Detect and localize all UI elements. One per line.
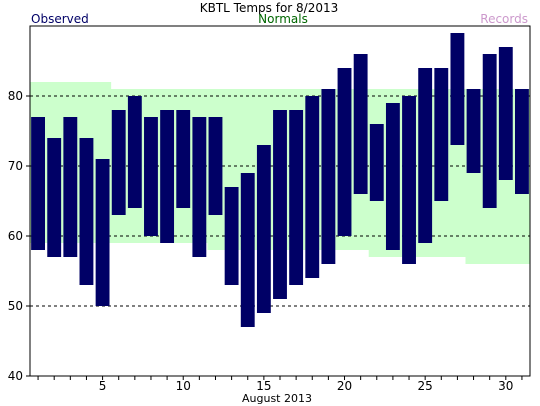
- observed-bar-day-31: [515, 89, 529, 194]
- y-tick-label-50: 50: [8, 299, 23, 313]
- x-tick-label-10: 10: [176, 379, 191, 393]
- x-tick-label-30: 30: [498, 379, 513, 393]
- observed-bar-day-1: [31, 117, 45, 250]
- observed-bar-day-12: [208, 117, 223, 215]
- y-tick-label-70: 70: [8, 159, 23, 173]
- observed-bar-day-21: [353, 54, 368, 194]
- observed-bars: [31, 33, 529, 327]
- observed-bar-day-16: [273, 110, 287, 299]
- observed-bar-day-23: [385, 103, 400, 250]
- x-tick-label-15: 15: [256, 379, 271, 393]
- observed-bar-day-2: [47, 138, 62, 257]
- observed-bar-day-8: [144, 117, 158, 236]
- axes: [26, 25, 531, 380]
- legend-normals: Normals: [258, 12, 308, 26]
- observed-bar-day-9: [160, 110, 175, 243]
- observed-bar-day-18: [305, 96, 320, 278]
- observed-bar-day-6: [111, 110, 126, 215]
- legend-records: Records: [480, 12, 528, 26]
- observed-bar-day-11: [192, 117, 207, 257]
- x-tick-label-25: 25: [418, 379, 433, 393]
- observed-bar-day-25: [418, 68, 433, 243]
- y-tick-label-40: 40: [8, 369, 23, 383]
- observed-bar-day-14: [240, 173, 255, 327]
- observed-bar-day-30: [498, 47, 513, 180]
- x-tick-label-20: 20: [337, 379, 352, 393]
- legend-observed: Observed: [31, 12, 89, 26]
- y-tick-label-60: 60: [8, 229, 23, 243]
- x-tick-label-5: 5: [99, 379, 107, 393]
- y-tick-labels: 40 50 60 70 80: [8, 89, 23, 383]
- observed-bar-day-17: [289, 110, 304, 285]
- x-tick-labels: 5 10 15 20 25 30: [99, 379, 514, 393]
- observed-bar-day-3: [63, 117, 78, 257]
- observed-bar-day-22: [369, 124, 384, 201]
- observed-bar-day-24: [402, 96, 416, 264]
- chart-title: KBTL Temps for 8/2013: [200, 1, 339, 15]
- x-axis-label: August 2013: [242, 392, 312, 405]
- observed-bar-day-7: [127, 96, 142, 208]
- y-tick-label-80: 80: [8, 89, 23, 103]
- observed-bar-day-27: [450, 33, 465, 145]
- observed-bar-day-19: [321, 89, 336, 264]
- observed-bar-day-5: [95, 159, 110, 306]
- observed-bar-day-20: [337, 68, 352, 236]
- observed-bar-day-10: [176, 110, 191, 208]
- observed-bar-day-28: [466, 89, 481, 173]
- observed-bar-day-26: [434, 68, 449, 201]
- observed-bar-day-13: [224, 187, 239, 285]
- observed-bar-day-15: [256, 145, 271, 313]
- observed-bar-day-4: [79, 138, 94, 285]
- observed-bar-day-29: [482, 54, 497, 208]
